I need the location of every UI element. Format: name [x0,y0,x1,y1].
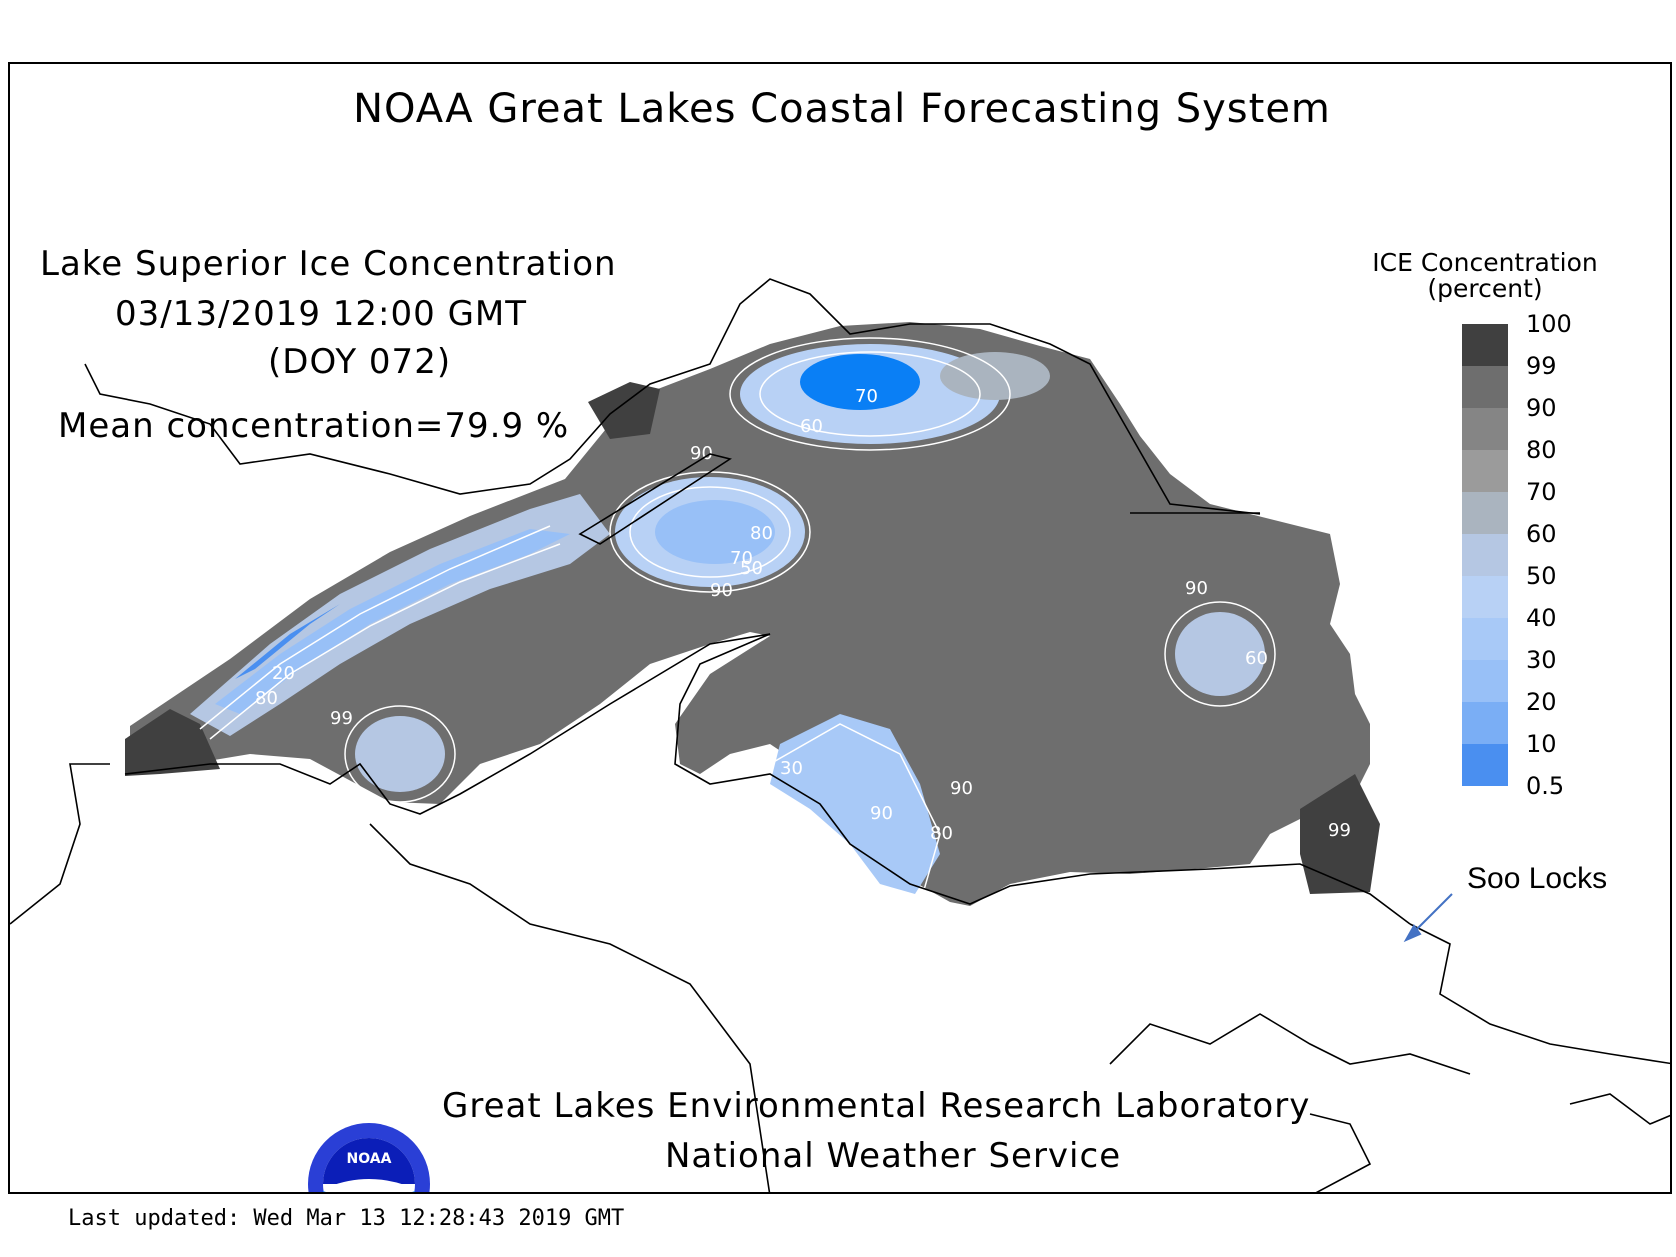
legend-tick-label: 30 [1526,646,1557,674]
contour-line [344,705,456,803]
legend-swatch [1462,408,1508,450]
contour-label: 80 [750,523,773,544]
contour-line [209,543,561,740]
legend-swatch [1462,492,1508,534]
coastline-north-shore [84,278,1261,515]
ice-patch-isle-royale-inner [655,500,775,564]
legend-title: ICE Concentration (percent) [1340,250,1630,302]
legend-swatch [1462,660,1508,702]
legend-swatch [1462,450,1508,492]
legend-swatch [1462,744,1508,786]
contour-lines [199,337,1276,905]
lab-name-line-1: Great Lakes Environmental Research Labor… [442,1086,1311,1126]
contour-line [1164,601,1276,707]
ice-band-northwest-open [235,604,340,679]
ice-100-west-tip [125,709,220,776]
contour-line [729,337,1011,451]
contour-label: 50 [740,558,763,579]
noaa-logo: NOAA [308,1123,430,1192]
legend-swatch [1462,366,1508,408]
contour-label: 90 [950,778,973,799]
contour-label: 99 [330,708,353,729]
coastlines [10,278,1670,1192]
map-frame: 90 90 90 90 90 80 80 80 70 70 60 60 50 3… [8,62,1672,1194]
contour-line [769,723,941,905]
legend-title-line-2: (percent) [1427,274,1543,303]
contour-label: 90 [690,443,713,464]
legend-tick-label: 80 [1526,436,1557,464]
ice-patch-east [1175,612,1265,696]
legend-swatch [1462,618,1508,660]
legend-swatch [1462,576,1508,618]
legend-tick-label: 40 [1526,604,1557,632]
boundary-line [1569,1093,1670,1125]
contour-label: 80 [930,823,953,844]
legend-tick-label: 60 [1526,520,1557,548]
contour-label: 90 [870,803,893,824]
map-subtitle-line-1: Lake Superior Ice Concentration [40,244,617,284]
ice-patch-apostle [355,716,445,792]
legend-swatch [1462,534,1508,576]
ice-band-northwest-inner [215,529,570,714]
legend-tick-label: 99 [1526,352,1557,380]
legend-swatch [1462,324,1508,366]
boundary-line [1109,1013,1471,1075]
contour-label: 70 [730,548,753,569]
ice-patch-north-shore-inner [800,354,920,410]
svg-text:NOAA: NOAA [347,1151,392,1167]
legend-tick-label: 0.5 [1526,772,1565,800]
contour-labels: 90 90 90 90 90 80 80 80 70 70 60 60 50 3… [255,386,1403,864]
contour-label: 20 [272,663,295,684]
coastline-south-shore [124,633,1411,925]
boundary-line [1409,923,1670,1065]
legend-tick-label: 10 [1526,730,1557,758]
contour-label: 99 [1380,843,1403,864]
contour-label: 80 [255,688,278,709]
soo-locks-arrow [1403,893,1453,943]
ice-100-thunder-bay [588,382,660,439]
legend-swatch [1462,702,1508,744]
legend-tick-label: 70 [1526,478,1557,506]
contour-label: 99 [1328,820,1351,841]
lab-name-line-2: National Weather Service [665,1136,1122,1176]
ice-concentration-map: 90 90 90 90 90 80 80 80 70 70 60 60 50 3… [10,278,1670,1192]
contour-line [629,486,791,578]
last-updated: Last updated: Wed Mar 13 12:28:43 2019 G… [68,1206,625,1231]
contour-line [759,351,981,437]
boundary-line [1309,1113,1372,1192]
boundary-line [369,823,771,1192]
mean-concentration: Mean concentration=79.9 % [58,406,570,446]
boundary-line [10,763,110,925]
legend-tick-label: 90 [1526,394,1557,422]
contour-label: 70 [855,386,878,407]
contour-label: 90 [710,580,733,601]
contour-label: 90 [1185,578,1208,599]
legend-tick-label: 100 [1526,310,1572,338]
legend-tick-label: 20 [1526,688,1557,716]
contour-label: 60 [1245,648,1268,669]
contour-label: 30 [780,758,803,779]
map-subtitle-line-3: (DOY 072) [268,342,452,382]
map-subtitle-line-2: 03/13/2019 12:00 GMT [115,294,528,334]
ice-patch-keweenaw-south [770,714,940,894]
contour-line [199,525,551,730]
legend-tick-label: 50 [1526,562,1557,590]
arrow-head [1403,924,1422,943]
ice-patch-north-east [940,352,1050,400]
legend-title-line-1: ICE Concentration [1372,248,1598,277]
soo-locks-annotation: Soo Locks [1467,862,1608,895]
isle-royale-outline [578,453,732,545]
contour-label: 60 [800,416,823,437]
map-title: NOAA Great Lakes Coastal Forecasting Sys… [353,86,1331,132]
ice-100-whitefish-bay [1300,774,1380,894]
